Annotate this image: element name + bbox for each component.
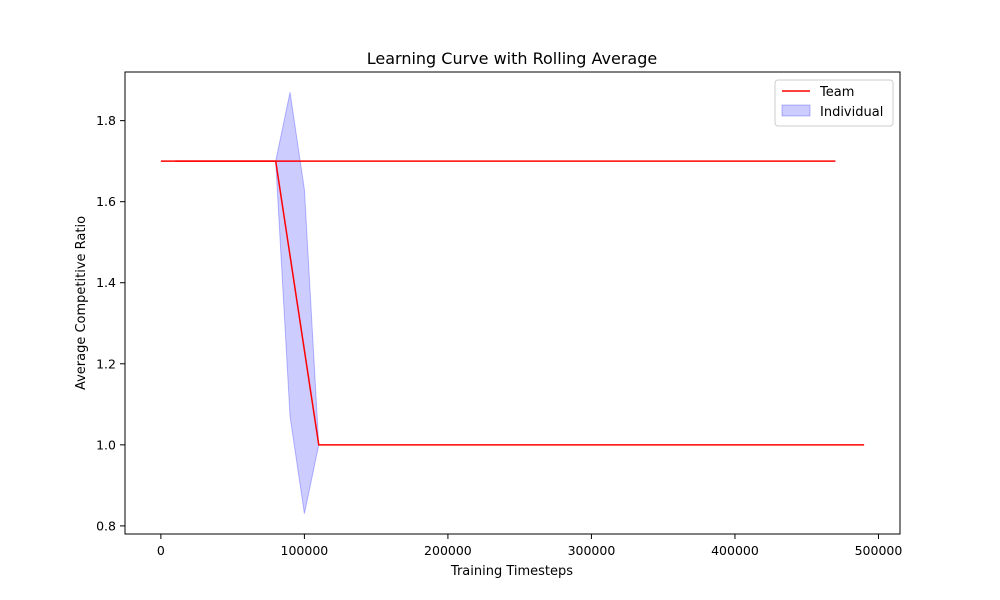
x-axis: 0 100000 200000 300000 400000 500000 bbox=[157, 534, 902, 558]
chart-title: Learning Curve with Rolling Average bbox=[367, 49, 657, 68]
y-tick-label-0: 0.8 bbox=[96, 518, 116, 533]
x-axis-label: Training Timesteps bbox=[450, 564, 573, 579]
legend: Team Individual bbox=[774, 79, 894, 127]
y-tick-label-3: 1.4 bbox=[96, 275, 116, 290]
legend-label-team: Team bbox=[819, 85, 854, 100]
y-tick-label-5: 1.8 bbox=[96, 113, 116, 128]
x-tick-label-1: 100000 bbox=[281, 543, 329, 558]
x-tick-label-4: 400000 bbox=[711, 543, 759, 558]
legend-label-individual: Individual bbox=[820, 105, 883, 120]
y-tick-label-1: 1.0 bbox=[96, 437, 116, 452]
y-tick-label-2: 1.2 bbox=[96, 356, 116, 371]
x-tick-label-2: 200000 bbox=[424, 543, 472, 558]
legend-swatch-individual bbox=[781, 104, 811, 117]
y-axis: 0.8 1.0 1.2 1.4 1.6 1.8 bbox=[96, 113, 125, 533]
x-tick-label-3: 300000 bbox=[568, 543, 616, 558]
series-line-0 bbox=[160, 160, 865, 446]
lines-layer bbox=[160, 160, 865, 446]
y-tick-label-4: 1.6 bbox=[96, 194, 116, 209]
axes-frame bbox=[124, 71, 901, 535]
x-tick-label-0: 0 bbox=[157, 543, 165, 558]
y-axis-label: Average Competitive Ratio bbox=[74, 216, 89, 390]
x-tick-label-5: 500000 bbox=[855, 543, 903, 558]
